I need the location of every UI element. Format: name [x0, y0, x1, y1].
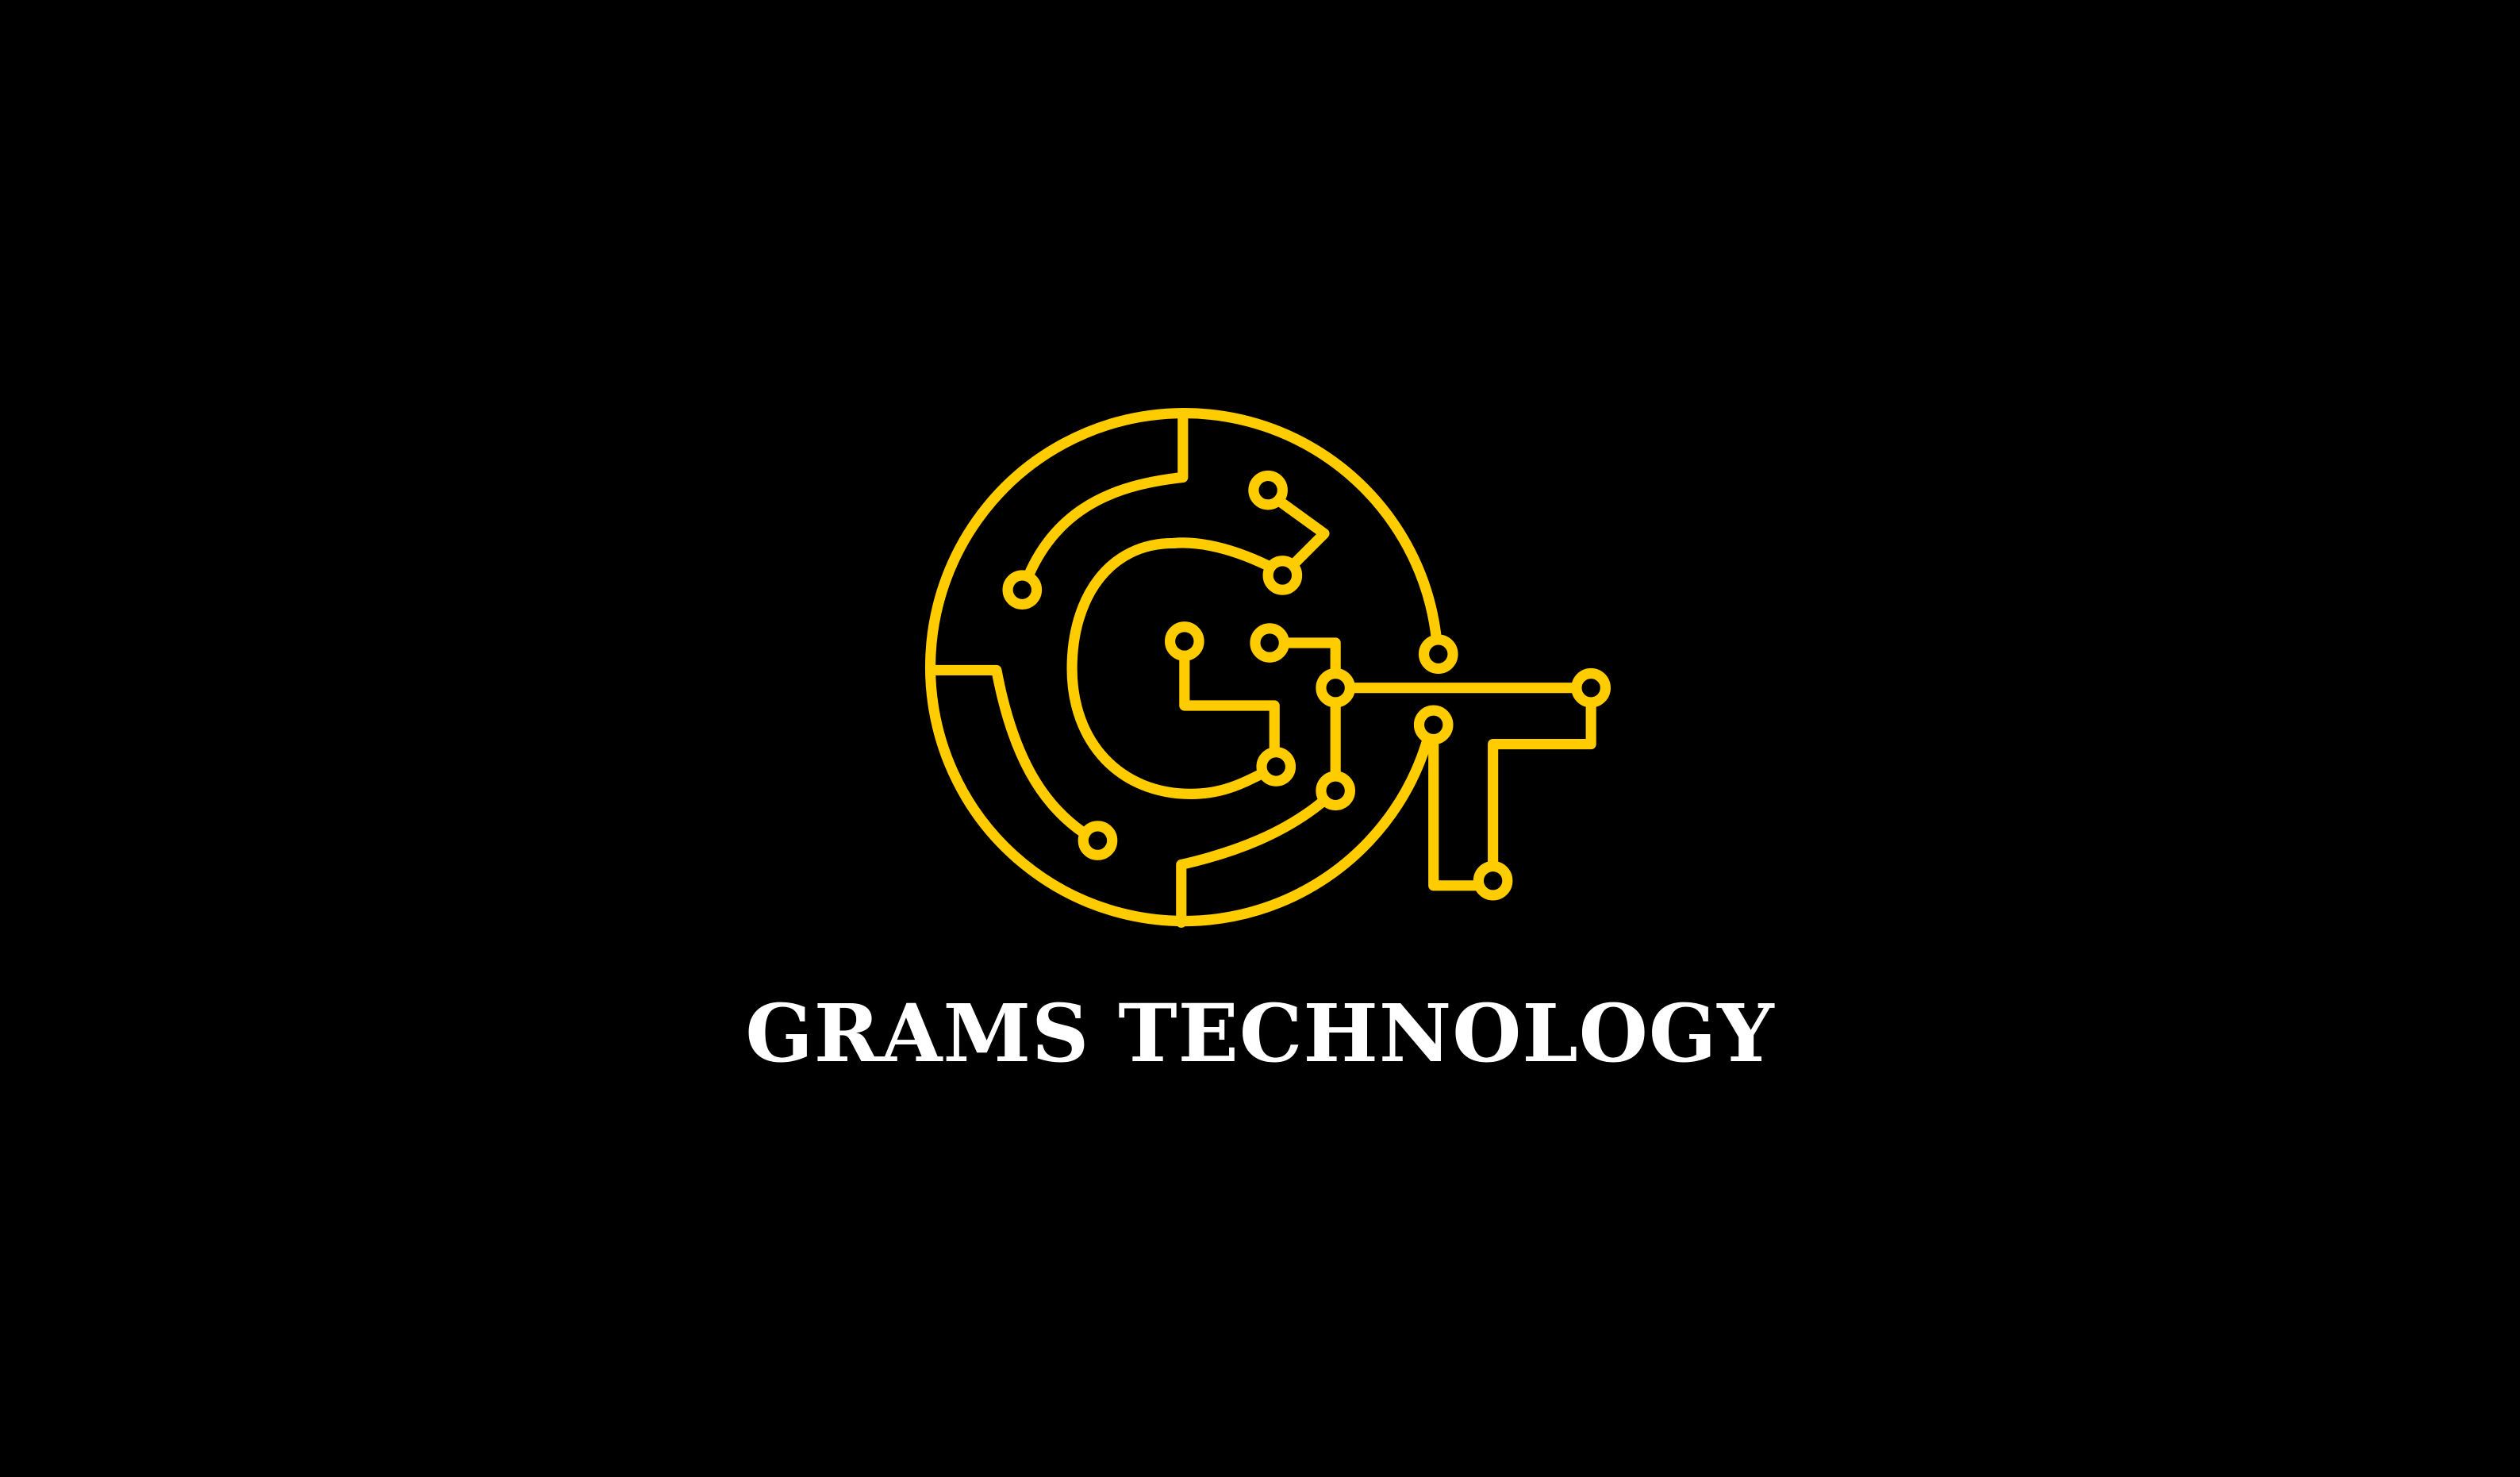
node-zig	[1262, 556, 1303, 595]
node-left-upper	[1002, 570, 1043, 610]
node-g-cross	[1165, 621, 1204, 661]
inner-g-trace	[1066, 537, 1273, 799]
zigzag-trace	[1272, 494, 1330, 570]
node-junction	[1316, 667, 1355, 708]
t-left-leg-trace	[1428, 732, 1486, 891]
node-right-ring	[1418, 634, 1458, 674]
top-tick-trace	[1023, 410, 1189, 581]
node-t-bottom	[1473, 860, 1513, 901]
node-g-end	[1256, 747, 1296, 787]
brand-wordmark: GRAMS TECHNOLOGY	[745, 987, 1775, 1080]
node-left-lower	[1078, 821, 1118, 860]
t-stem-trace	[1488, 695, 1596, 874]
node-top	[1248, 470, 1288, 510]
outer-ring-trace	[924, 408, 1442, 927]
left-entry-trace	[925, 664, 1089, 838]
g-crossbar-trace	[1179, 647, 1280, 761]
node-t-left	[1413, 705, 1454, 745]
node-stem-bottom	[1316, 771, 1355, 811]
node-t-right	[1571, 667, 1611, 708]
node-bracket	[1250, 623, 1289, 663]
bracket-trace	[1275, 637, 1341, 681]
bottom-tick-trace	[1176, 794, 1330, 928]
